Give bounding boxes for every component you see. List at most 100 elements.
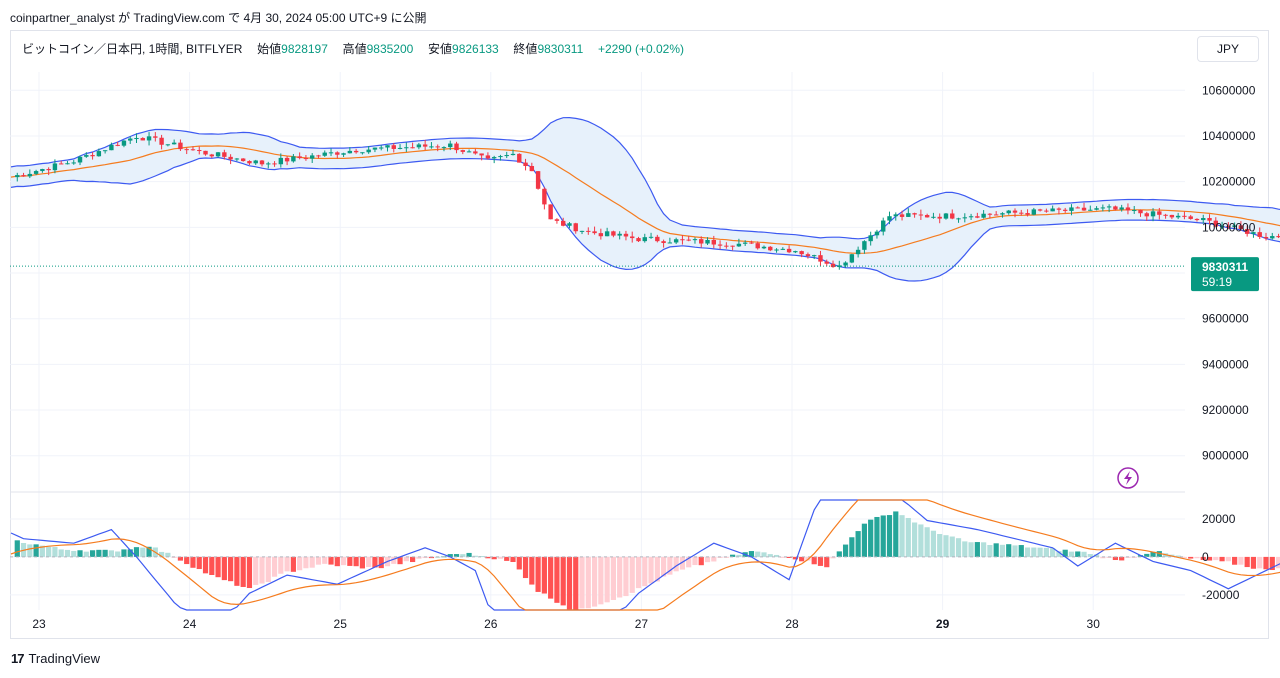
macd-histogram-bar bbox=[1087, 554, 1093, 557]
candle-body bbox=[830, 263, 836, 268]
macd-histogram-bar bbox=[1012, 545, 1018, 557]
macd-histogram-bar bbox=[89, 550, 96, 557]
macd-histogram-bar bbox=[711, 556, 717, 562]
time-tick-label: 26 bbox=[484, 617, 498, 631]
macd-histogram-bar bbox=[27, 544, 33, 557]
candle-body bbox=[736, 243, 742, 247]
bollinger-lower-line bbox=[10, 156, 1280, 282]
candle-body bbox=[987, 213, 993, 215]
candle-body bbox=[975, 216, 980, 218]
macd-histogram-bar bbox=[560, 556, 566, 606]
macd-histogram-bar bbox=[133, 547, 140, 557]
macd-histogram-bar bbox=[491, 556, 497, 560]
candle-body bbox=[630, 236, 635, 239]
macd-histogram-bar bbox=[836, 551, 842, 557]
macd-histogram-bar bbox=[667, 556, 673, 575]
macd-histogram-bar bbox=[1225, 556, 1231, 562]
candle-body bbox=[1113, 206, 1118, 210]
macd-histogram-bar bbox=[83, 551, 89, 557]
macd-histogram-bar bbox=[566, 556, 573, 610]
currency-button[interactable]: JPY bbox=[1197, 36, 1259, 62]
candle-body bbox=[893, 214, 898, 217]
macd-histogram-bar bbox=[893, 511, 899, 557]
candle-body bbox=[391, 145, 396, 149]
close-label: 終値 bbox=[513, 42, 538, 56]
candle-body bbox=[623, 233, 629, 237]
macd-histogram-bar bbox=[14, 540, 20, 557]
macd-histogram-bar bbox=[284, 556, 290, 572]
candle-body bbox=[335, 152, 340, 155]
candle-body bbox=[65, 163, 70, 165]
candle-body bbox=[429, 146, 434, 148]
macd-axis[interactable]: 20000 0 -20000 bbox=[1202, 512, 1240, 602]
candle-body bbox=[328, 152, 334, 154]
price-tick-label: 9200000 bbox=[1202, 403, 1249, 417]
macd-histogram-bar bbox=[234, 556, 240, 586]
macd-histogram-bar bbox=[949, 536, 955, 557]
macd-histogram-bar bbox=[322, 556, 328, 564]
macd-histogram-bar bbox=[648, 556, 654, 584]
macd-histogram-bar bbox=[485, 556, 491, 559]
macd-histogram-bar bbox=[177, 556, 184, 561]
price-tick-label: 9000000 bbox=[1202, 449, 1249, 463]
candle-body bbox=[84, 155, 89, 157]
macd-histogram-bar bbox=[516, 556, 522, 570]
candle-body bbox=[1037, 209, 1043, 211]
candle-body bbox=[1194, 218, 1200, 221]
macd-histogram-bar bbox=[554, 556, 560, 603]
macd-histogram-bar bbox=[522, 556, 529, 579]
macd-histogram-bar bbox=[290, 556, 296, 572]
macd-histogram-bar bbox=[830, 556, 836, 559]
macd-histogram-bar bbox=[591, 556, 598, 607]
candle-body bbox=[454, 143, 459, 151]
candle-body bbox=[52, 163, 58, 171]
macd-histogram-bar bbox=[378, 556, 384, 569]
price-tick-label: 10200000 bbox=[1202, 175, 1256, 189]
candle-body bbox=[1044, 210, 1049, 212]
candle-body bbox=[234, 158, 240, 160]
candle-body bbox=[441, 147, 447, 149]
candle-body bbox=[1232, 225, 1237, 228]
macd-histogram-bar bbox=[221, 556, 227, 581]
macd-histogram-bar bbox=[340, 556, 347, 566]
macd-histogram-bar bbox=[1050, 548, 1056, 557]
macd-histogram-bar bbox=[1093, 554, 1100, 557]
candle-body bbox=[862, 241, 867, 250]
macd-histogram-bar bbox=[874, 516, 880, 557]
macd-histogram-bar bbox=[184, 556, 190, 565]
macd-histogram-bar bbox=[416, 556, 422, 559]
macd-histogram-bar bbox=[202, 556, 209, 574]
time-tick-label: 23 bbox=[32, 617, 46, 631]
macd-histogram-bar bbox=[1075, 551, 1081, 557]
macd-histogram-bar bbox=[773, 554, 780, 557]
price-tick-label: 10600000 bbox=[1202, 83, 1256, 97]
candle-body bbox=[33, 171, 39, 174]
brand-name: TradingView bbox=[28, 651, 101, 666]
macd-histogram-bar bbox=[755, 551, 761, 557]
macd-histogram-bar bbox=[912, 522, 918, 557]
tradingview-logo[interactable]: 17 TradingView bbox=[11, 651, 100, 666]
candle-body bbox=[586, 230, 591, 232]
time-axis[interactable]: 23 24 25 26 27 28 29 30 bbox=[32, 617, 1100, 631]
candle-body bbox=[322, 152, 327, 156]
macd-histogram-bar bbox=[1257, 556, 1263, 569]
candle-body bbox=[799, 251, 804, 255]
candle-body bbox=[372, 147, 378, 150]
candle-body bbox=[887, 216, 892, 221]
candle-body bbox=[724, 245, 729, 247]
candle-body bbox=[636, 238, 641, 242]
candle-body bbox=[604, 231, 610, 237]
candle-body bbox=[1031, 209, 1037, 215]
candle-body bbox=[159, 137, 164, 145]
macd-histogram-bar bbox=[780, 556, 786, 558]
macd-histogram-bar bbox=[623, 556, 629, 597]
macd-histogram-bar bbox=[679, 556, 686, 570]
candle-body bbox=[416, 144, 422, 148]
lightning-icon[interactable] bbox=[1117, 467, 1139, 489]
macd-histogram bbox=[14, 511, 1280, 610]
macd-histogram-bar bbox=[529, 556, 535, 585]
macd-tick-label: 0 bbox=[1202, 550, 1209, 564]
candles bbox=[15, 132, 1280, 270]
candle-body bbox=[535, 171, 541, 189]
